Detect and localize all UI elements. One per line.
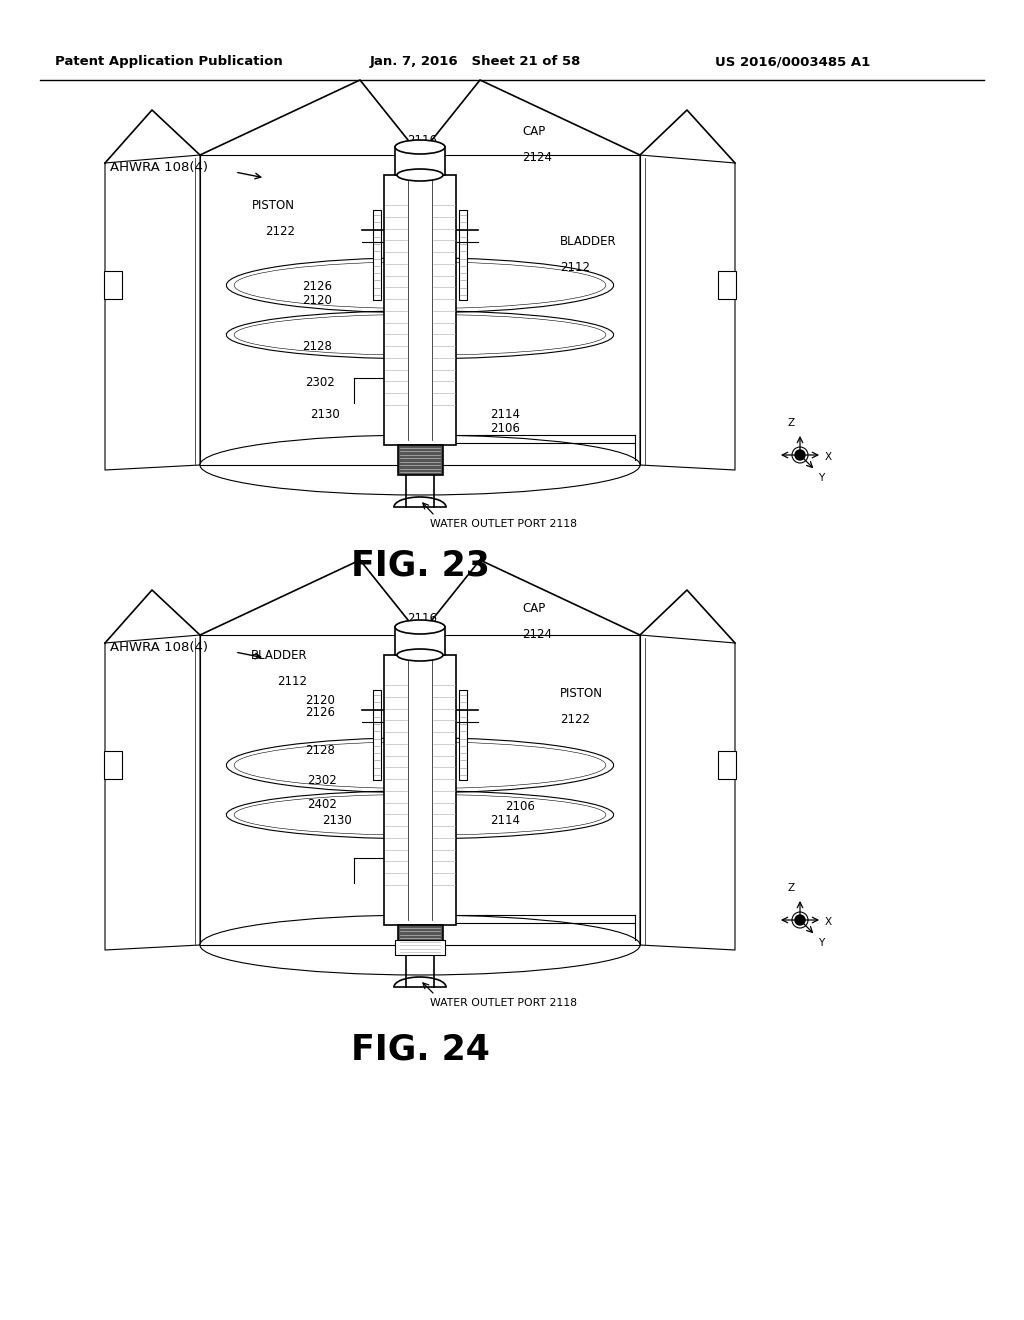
Ellipse shape	[395, 140, 445, 154]
Text: BLADDER: BLADDER	[560, 235, 616, 248]
Text: 2120: 2120	[305, 693, 335, 706]
Text: Y: Y	[818, 474, 824, 483]
Bar	[459, 210, 467, 300]
Text: 2126: 2126	[302, 281, 332, 293]
Text: CAP: CAP	[522, 125, 545, 139]
Text: 2122: 2122	[265, 224, 295, 238]
Text: 2116: 2116	[407, 612, 437, 624]
Text: 2302: 2302	[305, 375, 335, 388]
Text: Jan. 7, 2016   Sheet 21 of 58: Jan. 7, 2016 Sheet 21 of 58	[370, 55, 582, 69]
Text: 2130: 2130	[310, 408, 340, 421]
Text: 2130: 2130	[323, 813, 352, 826]
Bar	[373, 690, 381, 780]
Text: WATER OUTLET PORT 2118: WATER OUTLET PORT 2118	[430, 998, 577, 1008]
Text: 2128: 2128	[302, 339, 332, 352]
Text: 2112: 2112	[560, 261, 590, 275]
Text: Patent Application Publication: Patent Application Publication	[55, 55, 283, 69]
Bar	[104, 271, 122, 300]
Bar	[398, 925, 443, 954]
Circle shape	[795, 915, 805, 925]
Text: 2402: 2402	[307, 799, 337, 812]
Bar	[459, 690, 467, 780]
Text: 2120: 2120	[302, 293, 332, 306]
Bar	[384, 176, 456, 445]
Ellipse shape	[397, 649, 443, 661]
Text: AHWRA 108(4): AHWRA 108(4)	[110, 161, 208, 174]
Text: 2114: 2114	[490, 813, 520, 826]
Text: FIG. 23: FIG. 23	[350, 548, 489, 582]
Text: Y: Y	[818, 939, 824, 948]
Bar	[395, 627, 445, 655]
Text: 2128: 2128	[305, 743, 335, 756]
Text: 2106: 2106	[490, 421, 520, 434]
Text: 2124: 2124	[522, 628, 552, 642]
Text: 2122: 2122	[560, 713, 590, 726]
Text: Z: Z	[787, 883, 795, 894]
Circle shape	[795, 450, 805, 459]
Bar	[718, 751, 736, 779]
Text: 2112: 2112	[278, 675, 307, 688]
Text: 2106: 2106	[505, 800, 535, 813]
Bar	[104, 751, 122, 779]
Text: Z: Z	[787, 418, 795, 428]
Text: PISTON: PISTON	[560, 686, 603, 700]
Ellipse shape	[395, 620, 445, 634]
Bar	[398, 445, 443, 475]
Bar	[718, 271, 736, 300]
Ellipse shape	[397, 169, 443, 181]
Bar	[395, 147, 445, 176]
Text: X: X	[825, 451, 833, 462]
Text: 2302: 2302	[307, 774, 337, 787]
Bar	[373, 210, 381, 300]
Text: 2114: 2114	[490, 408, 520, 421]
Text: FIG. 24: FIG. 24	[350, 1034, 489, 1067]
Text: US 2016/0003485 A1: US 2016/0003485 A1	[715, 55, 870, 69]
Text: WATER OUTLET PORT 2118: WATER OUTLET PORT 2118	[430, 519, 577, 529]
Text: 2126: 2126	[305, 706, 335, 719]
Ellipse shape	[200, 915, 640, 975]
Text: BLADDER: BLADDER	[251, 649, 307, 663]
Text: 2124: 2124	[522, 150, 552, 164]
Bar	[384, 655, 456, 925]
Ellipse shape	[200, 436, 640, 495]
Text: X: X	[825, 917, 833, 927]
Text: PISTON: PISTON	[252, 199, 295, 213]
Bar	[395, 940, 445, 954]
Text: AHWRA 108(4): AHWRA 108(4)	[110, 642, 208, 655]
Text: CAP: CAP	[522, 602, 545, 615]
Text: 2116: 2116	[407, 135, 437, 147]
